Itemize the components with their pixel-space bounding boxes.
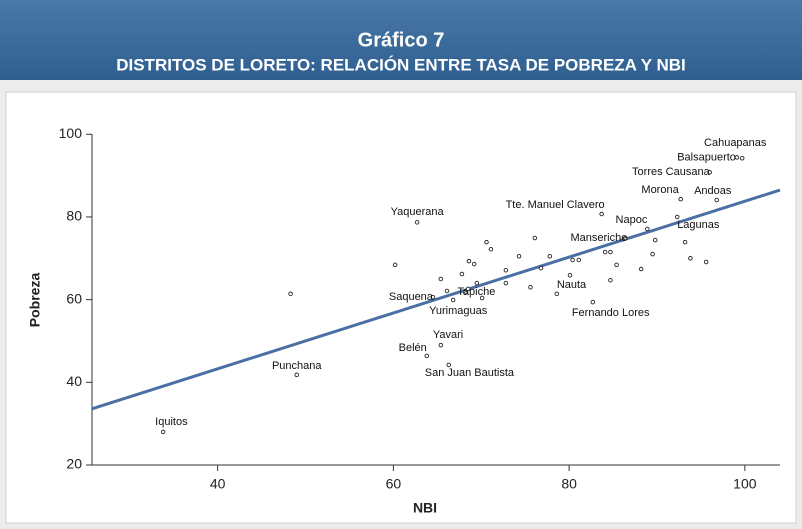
data-point xyxy=(474,280,480,286)
data-point xyxy=(714,197,719,203)
data-point xyxy=(614,262,619,268)
data-point xyxy=(444,288,450,294)
data-point xyxy=(688,256,693,261)
data-point xyxy=(599,211,604,217)
data-point xyxy=(446,362,451,368)
point-label: Belén xyxy=(399,342,427,354)
y-tick-label: 60 xyxy=(66,290,82,306)
data-point xyxy=(479,295,485,301)
point-label: Yavari xyxy=(433,329,463,341)
point-label: Yaquerana xyxy=(391,206,445,218)
point-label: Cahuapanas xyxy=(704,137,767,149)
data-point xyxy=(463,289,468,295)
chart-title: Gráfico 7 xyxy=(358,29,445,51)
data-point xyxy=(623,235,628,241)
point-label: Morona xyxy=(641,184,679,196)
data-point xyxy=(160,429,166,435)
point-label: Saquena xyxy=(389,291,434,303)
data-point xyxy=(608,249,613,255)
chart-subtitle: DISTRITOS DE LORETO: RELACIÓN ENTRE TASA… xyxy=(116,55,686,74)
data-point xyxy=(645,226,650,232)
point-label: Nauta xyxy=(557,279,587,291)
x-axis-label: NBI xyxy=(413,500,437,516)
x-tick-label: 80 xyxy=(561,476,577,492)
point-label: Lagunas xyxy=(677,219,720,231)
data-point xyxy=(430,294,436,300)
point-label: Yurimaguas xyxy=(429,305,488,317)
data-point xyxy=(682,239,688,245)
data-point xyxy=(707,170,712,175)
header-band xyxy=(0,0,802,80)
plot-panel xyxy=(5,91,797,524)
data-point xyxy=(567,272,573,278)
data-point xyxy=(450,297,456,303)
y-tick-label: 40 xyxy=(66,373,82,389)
point-label: Torres Causana xyxy=(632,166,711,178)
data-point xyxy=(554,291,560,297)
data-point xyxy=(503,268,509,273)
data-point xyxy=(471,261,477,267)
data-point xyxy=(547,253,553,259)
point-label: Andoas xyxy=(694,185,732,197)
data-point xyxy=(516,253,522,259)
point-label: Iquitos xyxy=(155,416,188,428)
point-label: Tte. Manuel Clavero xyxy=(506,199,605,211)
data-point xyxy=(602,249,608,255)
data-point xyxy=(674,214,680,220)
point-label: Manseriche xyxy=(570,232,627,244)
data-point xyxy=(288,291,293,297)
x-tick-label: 40 xyxy=(210,476,226,492)
data-point xyxy=(466,258,472,264)
data-point xyxy=(465,286,471,292)
point-label: Balsapuerto xyxy=(677,151,736,163)
data-point xyxy=(392,262,398,268)
point-label: Fernando Lores xyxy=(572,307,650,319)
data-point xyxy=(294,372,299,378)
data-point xyxy=(503,280,509,286)
x-tick-label: 60 xyxy=(386,476,402,492)
y-tick-label: 20 xyxy=(66,456,82,472)
point-label: Tapiche xyxy=(457,286,495,298)
y-tick-label: 100 xyxy=(59,125,83,141)
data-point xyxy=(414,220,420,225)
data-point xyxy=(739,155,745,161)
data-point xyxy=(528,284,533,290)
y-tick-label: 80 xyxy=(66,208,82,224)
data-point xyxy=(678,196,683,202)
data-point xyxy=(650,251,655,257)
data-point xyxy=(484,239,489,245)
data-point xyxy=(638,266,644,272)
data-point xyxy=(538,265,544,271)
data-point xyxy=(590,299,596,305)
data-point xyxy=(703,259,709,265)
data-point xyxy=(570,257,575,263)
point-label: San Juan Bautista xyxy=(425,367,515,379)
data-point xyxy=(424,353,430,359)
y-axis-label: Pobreza xyxy=(27,273,43,328)
point-label: Napoc xyxy=(616,214,648,226)
data-point xyxy=(576,257,582,263)
x-tick-label: 100 xyxy=(733,476,757,492)
data-point xyxy=(652,237,658,243)
trend-line xyxy=(91,188,781,411)
point-label: Punchana xyxy=(272,360,322,372)
data-point xyxy=(734,155,740,160)
data-point xyxy=(438,276,444,282)
data-point xyxy=(438,342,444,348)
data-point xyxy=(488,246,494,252)
data-point xyxy=(532,235,538,241)
data-point xyxy=(608,277,613,283)
data-point xyxy=(459,271,465,277)
